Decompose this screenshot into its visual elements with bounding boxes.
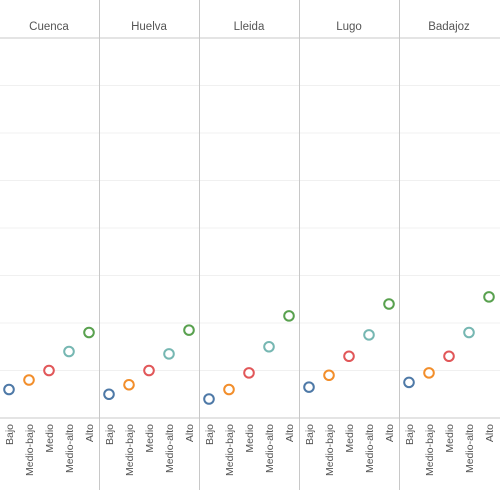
x-tick-label: Bajo: [4, 424, 16, 445]
x-tick-label: Medio-bajo: [224, 424, 236, 476]
x-tick-label: Medio-bajo: [124, 424, 136, 476]
data-point: [283, 310, 295, 322]
panel-header: Cuenca: [29, 21, 69, 33]
data-point: [23, 374, 35, 386]
data-point: [203, 393, 215, 405]
data-point: [263, 340, 275, 353]
panel-header: Lleida: [234, 21, 265, 33]
data-point: [43, 364, 55, 377]
x-tick-label: Bajo: [104, 424, 116, 445]
data-point: [163, 348, 175, 360]
panel-header: Huelva: [131, 21, 167, 33]
x-tick-label: Alto: [284, 424, 296, 442]
x-tick-label: Medio-alto: [464, 424, 476, 473]
data-point: [343, 350, 355, 363]
data-point: [483, 291, 495, 303]
data-point: [183, 324, 195, 336]
data-point: [63, 345, 75, 358]
x-tick-label: Alto: [84, 424, 96, 442]
x-tick-label: Medio: [244, 424, 256, 453]
x-tick-label: Medio-alto: [164, 424, 176, 473]
panel-header: Badajoz: [428, 21, 470, 33]
x-tick-label: Medio-bajo: [24, 424, 36, 476]
data-point: [243, 367, 255, 379]
x-tick-label: Medio-bajo: [324, 424, 336, 476]
panel-header: Lugo: [336, 21, 362, 33]
data-point: [223, 383, 235, 396]
x-tick-label: Medio-alto: [264, 424, 276, 473]
data-point: [383, 298, 395, 310]
x-tick-label: Bajo: [204, 424, 216, 445]
data-point: [403, 376, 415, 389]
data-point: [303, 381, 315, 393]
data-point: [423, 367, 435, 379]
x-tick-label: Alto: [384, 424, 396, 442]
data-point: [123, 378, 135, 391]
data-point: [463, 326, 475, 339]
data-point: [83, 326, 95, 339]
x-tick-label: Alto: [484, 424, 496, 442]
data-point: [143, 364, 155, 377]
x-tick-label: Medio-alto: [64, 424, 76, 473]
x-tick-label: Medio: [444, 424, 456, 453]
x-tick-label: Bajo: [404, 424, 416, 445]
data-point: [103, 388, 115, 401]
x-tick-label: Medio-alto: [364, 424, 376, 473]
data-point: [443, 350, 455, 363]
data-point: [323, 369, 335, 382]
x-tick-label: Bajo: [304, 424, 316, 445]
x-tick-label: Medio-bajo: [424, 424, 436, 476]
x-tick-label: Alto: [184, 424, 196, 442]
x-tick-label: Medio: [44, 424, 56, 453]
data-point: [363, 329, 375, 341]
x-tick-label: Medio: [144, 424, 156, 453]
data-point: [3, 383, 15, 396]
x-tick-label: Medio: [344, 424, 356, 453]
